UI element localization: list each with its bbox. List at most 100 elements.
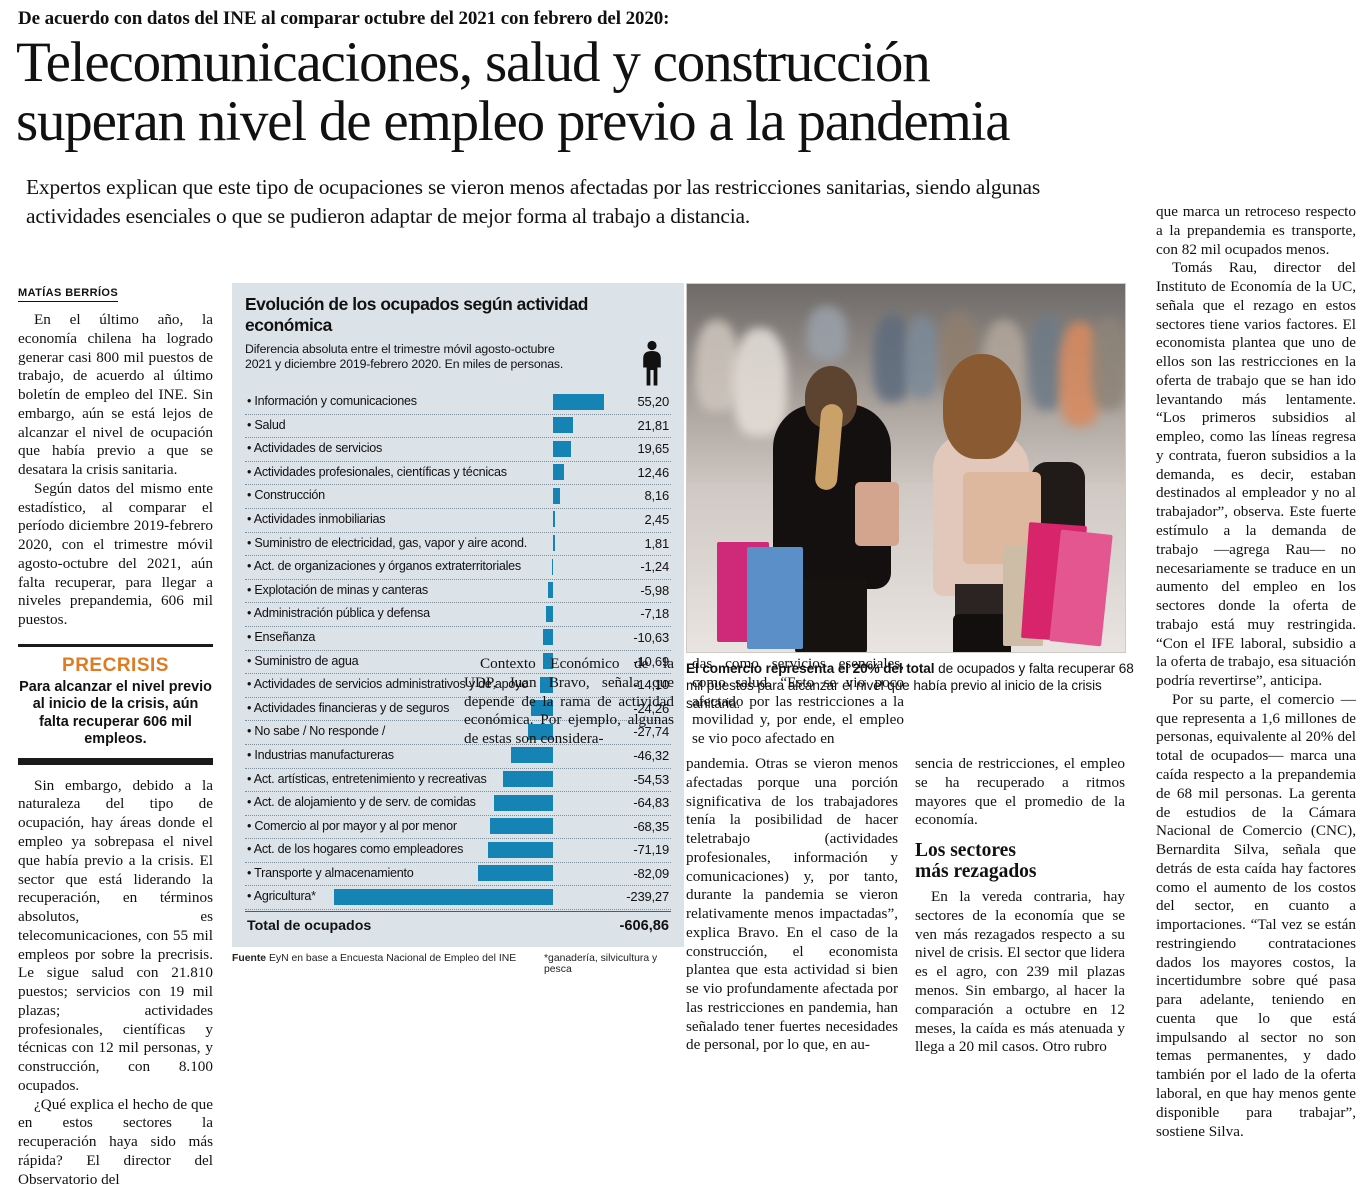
paragraph: Tomás Rau, director del Instituto de Eco… xyxy=(1156,259,1356,690)
chart-subtitle: Diferencia absoluta entre el trimestre m… xyxy=(245,342,564,371)
chart-row-value: 55,20 xyxy=(637,394,669,409)
chart-row-value: -10,63 xyxy=(633,629,669,645)
chart-bar xyxy=(553,417,573,434)
chart-bar xyxy=(553,511,556,528)
section-subhead: Los sectores más rezagados xyxy=(915,840,1125,882)
photo-shoppers: DAVID VELASQUEZ xyxy=(686,283,1126,653)
chart-row: • Actividades inmobiliarias 2,45 xyxy=(245,509,671,533)
chart-row: • Act. de organizaciones y órganos extra… xyxy=(245,556,671,580)
chart-row: • Información y comunicaciones 55,20 xyxy=(245,391,671,415)
chart-row-label: • Actividades financieras y de seguros xyxy=(247,700,450,715)
chart-row-value: -14,10 xyxy=(633,677,669,693)
chart-total-value: -606,86 xyxy=(619,918,670,935)
chart-row-value: -10,69 xyxy=(633,653,669,669)
chart-row: • Enseñanza -10,63 xyxy=(245,627,671,651)
byline: MATÍAS BERRÍOS xyxy=(18,287,119,302)
chart-total-row: Total de ocupados -606,86 xyxy=(245,911,671,938)
kicker: De acuerdo con datos del INE al comparar… xyxy=(18,8,670,29)
chart-row-value: -54,53 xyxy=(633,771,669,787)
headline-line-2: superan nivel de empleo previo a la pand… xyxy=(16,89,1011,153)
chart-row-label: • Act. de alojamiento y de serv. de comi… xyxy=(247,795,476,810)
chart-row-label: • Salud xyxy=(247,417,286,432)
chart-row-value: -24,26 xyxy=(633,700,669,716)
chart-row-label: • No sabe / No responde / xyxy=(247,724,386,739)
column-1: MATÍAS BERRÍOS En el último año, la econ… xyxy=(18,283,213,1190)
chart-row-label: • Actividades de servicios xyxy=(247,441,383,456)
newspaper-page: De acuerdo con datos del INE al comparar… xyxy=(0,8,1367,1188)
chart-row-value: 8,16 xyxy=(644,488,669,504)
chart-row: • Salud 21,81 xyxy=(245,415,671,439)
chart-bar xyxy=(477,865,553,882)
subhead-line-2: más rezagados xyxy=(915,861,1037,883)
chart-bar xyxy=(553,487,561,504)
chart-row-value: -1,24 xyxy=(640,559,669,575)
photo-scene xyxy=(687,284,1125,652)
chart-row-value: 1,81 xyxy=(644,535,669,551)
chart-row: • Comercio al por mayor y al por menor -6… xyxy=(245,816,671,840)
paragraph: que marca un retroceso respecto a la pre… xyxy=(1156,203,1356,258)
chart-row-value: -239,27 xyxy=(626,889,669,905)
chart-row-label: • Actividades de servicios administrativ… xyxy=(247,677,528,692)
paragraph: Según datos del mismo ente estadístico, … xyxy=(18,479,213,629)
chart-row: • Suministro de electricidad, gas, vapor… xyxy=(245,533,671,557)
chart-row-label: • Act. de organizaciones y órganos extra… xyxy=(247,559,521,574)
page-title: Telecomunicaciones, salud y construcción… xyxy=(0,30,1367,151)
precrisis-rule xyxy=(18,757,213,765)
chart-row-value: -64,83 xyxy=(633,795,669,811)
chart-row-label: • Actividades inmobiliarias xyxy=(247,511,386,526)
chart-row: • Explotación de minas y canteras -5,98 xyxy=(245,580,671,604)
chart-bar xyxy=(553,464,565,481)
person-icon xyxy=(643,340,661,386)
chart-row-label: • Información y comunicaciones xyxy=(247,394,417,408)
source-text: EyN en base a Encuesta Nacional de Emple… xyxy=(268,953,517,965)
chart-bar xyxy=(493,794,553,811)
chart-bar xyxy=(490,818,553,835)
chart-row: • Act. de alojamiento y de serv. de comi… xyxy=(245,792,671,816)
chart-row: • Agricultura* -239,27 xyxy=(245,886,671,911)
paragraph: En el último año, la economía chilena ha… xyxy=(18,311,213,479)
precrisis-callout: PRECRISIS Para alcanzar el nivel previo … xyxy=(18,644,213,765)
chart-bar xyxy=(334,888,553,905)
chart-row-value: 2,45 xyxy=(644,511,669,527)
chart-row-label: • Administración pública y defensa xyxy=(247,606,430,621)
chart-bar xyxy=(503,771,553,787)
chart-title: Evolución de los ocupados según activida… xyxy=(245,294,588,335)
chart-row-value: -82,09 xyxy=(633,865,669,881)
headline-line-1: Telecomunicaciones, salud y construcción xyxy=(16,30,931,94)
paragraph: pandemia. Otras se vieron menos afectada… xyxy=(686,755,898,1054)
lede-paragraph: Expertos explican que este tipo de ocupa… xyxy=(26,175,1041,229)
chart-row-value: -46,32 xyxy=(633,747,669,763)
chart-row-label: • Suministro de electricidad, gas, vapor… xyxy=(247,535,528,550)
chart-row-label: • Comercio al por mayor y al por menor xyxy=(247,818,457,833)
column-4-bottom: pandemia. Otras se vieron menos afectada… xyxy=(686,755,898,1055)
photo-column: DAVID VELASQUEZ El comercio representa e… xyxy=(686,283,1144,1055)
paragraph: En la vereda contraria, hay sectores de … xyxy=(915,888,1125,1056)
chart-rows: • Información y comunicaciones 55,20 • Sal… xyxy=(245,391,671,911)
chart-row: • Act. de los hogares como empleadores -7… xyxy=(245,839,671,863)
chart-row: • Administración pública y defensa -7,18 xyxy=(245,603,671,627)
chart-column: Evolución de los ocupados según activida… xyxy=(232,283,904,975)
chart-footnote: *ganadería, silvicultura y pesca xyxy=(544,953,658,976)
photo-caption: El comercio representa el 20% del total … xyxy=(686,660,1141,712)
chart-bar-layer xyxy=(245,415,671,438)
chart-row: • Act. artísticas, entretenimiento y rec… xyxy=(245,769,671,793)
precrisis-title: PRECRISIS xyxy=(62,655,169,677)
chart-bar xyxy=(546,605,553,622)
chart-row-label: • Act. artísticas, entretenimiento y rec… xyxy=(247,771,487,786)
caption-rest: de ocupados y falta recuperar 68 mil pue… xyxy=(686,661,1134,711)
chart-row-value: -27,74 xyxy=(633,724,669,740)
employment-chart: Evolución de los ocupados según activida… xyxy=(232,283,684,948)
chart-row-value: -7,18 xyxy=(640,606,669,622)
chart-bar xyxy=(487,841,553,858)
column-6: que marca un retroceso respecto a la pre… xyxy=(1156,203,1356,1141)
chart-row-value: -68,35 xyxy=(633,818,669,834)
paragraph: ¿Qué explica el hecho de que en estos se… xyxy=(18,1095,213,1188)
chart-row: • Construcción 8,16 xyxy=(245,485,671,509)
chart-bar xyxy=(551,558,553,575)
chart-row-value: 19,65 xyxy=(637,441,669,457)
chart-bar xyxy=(547,582,553,599)
chart-bar xyxy=(543,629,553,646)
chart-row-label: • Industrias manufactureras xyxy=(247,747,394,762)
column-3-bottom: das como servicios esenciales, como salu… xyxy=(692,655,904,749)
chart-row: • Transporte y almacenamiento -82,09 xyxy=(245,863,671,887)
